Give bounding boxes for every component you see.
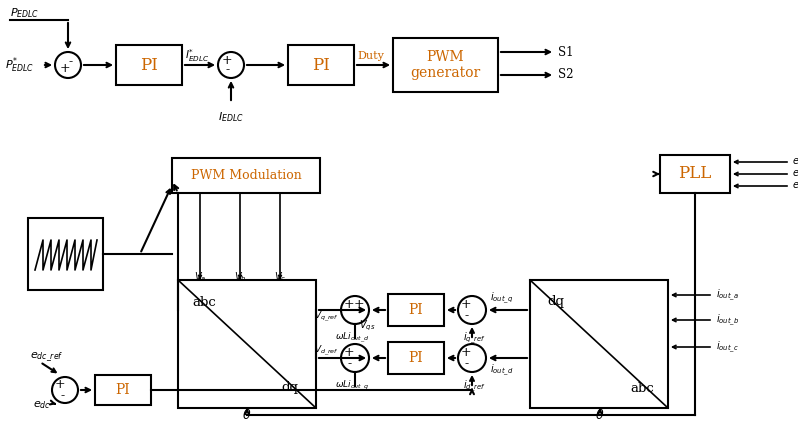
Bar (393, 38, 498, 92)
Text: $e_c$: $e_c$ (792, 180, 798, 192)
Bar (172, 158, 320, 193)
Text: Duty: Duty (357, 51, 384, 61)
Text: generator: generator (410, 66, 480, 80)
Text: PLL: PLL (678, 165, 712, 182)
Text: $I_{EDLC}^{*}$: $I_{EDLC}^{*}$ (185, 48, 209, 64)
Text: $i_{d\_ref}$: $i_{d\_ref}$ (463, 379, 485, 393)
Text: +: + (344, 299, 354, 311)
Bar (178, 280, 316, 408)
Text: $\theta$: $\theta$ (243, 408, 251, 422)
Text: -: - (61, 390, 65, 403)
Text: S1: S1 (558, 46, 574, 58)
Text: abc: abc (630, 382, 654, 395)
Text: $V_{d\_ref}$: $V_{d\_ref}$ (314, 344, 339, 358)
Text: PI: PI (140, 57, 158, 74)
Text: $i_{out\_a}$: $i_{out\_a}$ (716, 287, 739, 302)
Text: $e_{dc\_ref}$: $e_{dc\_ref}$ (30, 350, 64, 364)
Text: +: + (222, 55, 232, 68)
Text: PI: PI (409, 351, 423, 365)
Text: S2: S2 (558, 69, 574, 82)
Text: $i_{out\_q}$: $i_{out\_q}$ (490, 291, 513, 305)
Text: PWM Modulation: PWM Modulation (191, 169, 302, 182)
Bar (388, 294, 444, 326)
Text: $P_{EDLC}$: $P_{EDLC}$ (10, 6, 39, 20)
Bar (28, 218, 103, 290)
Text: $V_c$: $V_c$ (274, 270, 286, 284)
Text: $V_a$: $V_a$ (194, 270, 206, 284)
Text: $V_b$: $V_b$ (234, 270, 247, 284)
Text: $e_a$: $e_a$ (792, 156, 798, 168)
Text: -: - (348, 357, 352, 371)
Text: $\theta$: $\theta$ (595, 408, 605, 422)
Text: $P_{EDLC}^{*}$: $P_{EDLC}^{*}$ (5, 55, 34, 75)
Text: $i_{out\_d}$: $i_{out\_d}$ (490, 363, 514, 378)
Text: -: - (69, 55, 73, 69)
Text: $i_{out\_b}$: $i_{out\_b}$ (716, 313, 739, 327)
Text: +: + (344, 346, 354, 360)
Text: +: + (60, 63, 70, 75)
Text: $i_{out\_c}$: $i_{out\_c}$ (716, 339, 739, 354)
Text: +: + (55, 379, 65, 392)
Text: $e_b$: $e_b$ (792, 168, 798, 180)
Text: $e_{dc}$: $e_{dc}$ (33, 399, 51, 411)
Text: PI: PI (116, 383, 130, 397)
Bar (95, 375, 151, 405)
Text: -: - (226, 63, 230, 77)
Bar (288, 45, 354, 85)
Text: $\omega Li_{out\_q}$: $\omega Li_{out\_q}$ (335, 379, 369, 393)
Text: +: + (460, 299, 472, 311)
Text: +: + (460, 346, 472, 360)
Bar (660, 155, 730, 193)
Text: $V_{q\_ref}$: $V_{q\_ref}$ (314, 310, 339, 324)
Text: $\omega Li_{out\_d}$: $\omega Li_{out\_d}$ (334, 331, 369, 345)
Bar (388, 342, 444, 374)
Text: PI: PI (312, 57, 330, 74)
Text: dq: dq (547, 296, 564, 308)
Text: abc: abc (192, 296, 216, 308)
Text: $V_{qs}$: $V_{qs}$ (359, 319, 375, 333)
Text: $i_{q\_ref}$: $i_{q\_ref}$ (463, 330, 485, 346)
Text: dq: dq (282, 382, 298, 395)
Text: -: - (465, 357, 469, 371)
Bar (530, 280, 668, 408)
Text: PI: PI (409, 303, 423, 317)
Text: PWM: PWM (427, 50, 464, 64)
Text: -: - (465, 310, 469, 322)
Bar (116, 45, 182, 85)
Text: $I_{EDLC}$: $I_{EDLC}$ (218, 110, 244, 124)
Text: +: + (354, 299, 365, 311)
